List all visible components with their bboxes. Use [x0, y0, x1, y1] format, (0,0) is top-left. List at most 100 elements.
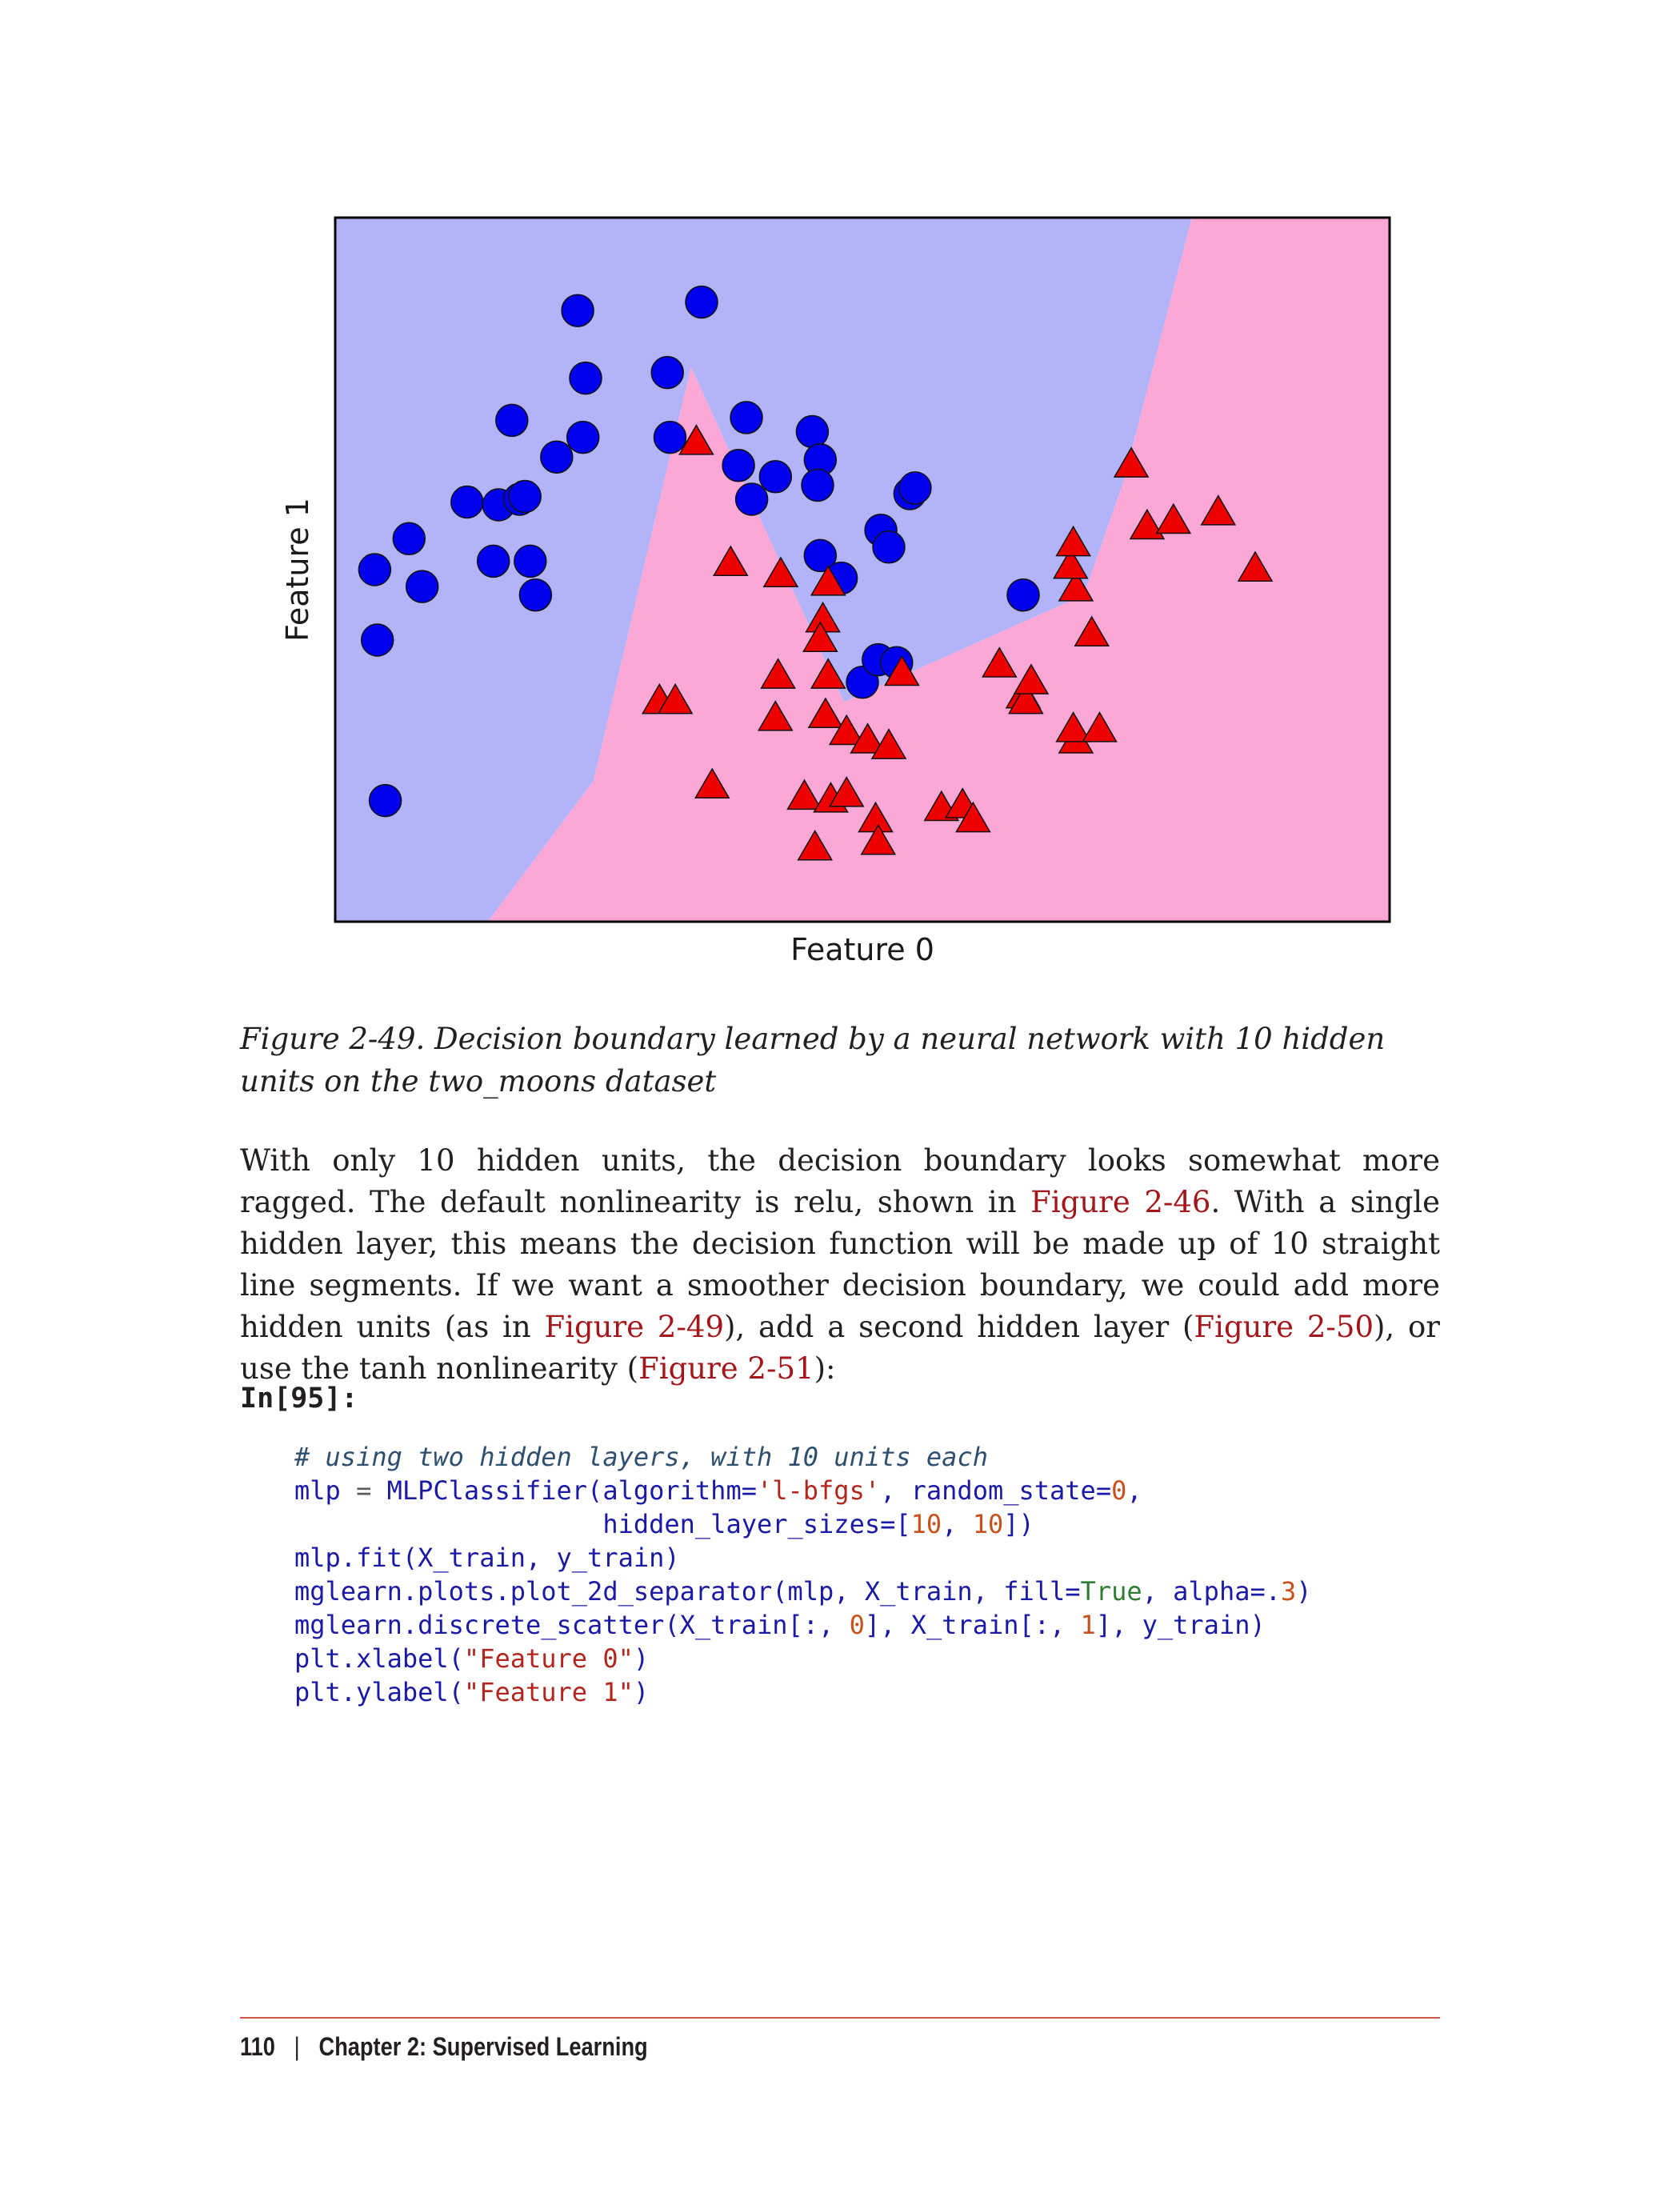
class-0-point — [518, 578, 553, 612]
code-token: ]) — [1003, 1509, 1034, 1539]
code-number: 0 — [1111, 1475, 1127, 1506]
paragraph-text: ), add a second hidden layer ( — [724, 1310, 1194, 1344]
class-0-point — [803, 538, 838, 573]
paragraph-text: ): — [814, 1351, 836, 1386]
class-1-point — [694, 767, 730, 799]
class-0-point — [392, 522, 426, 556]
class-0-point — [650, 355, 684, 390]
class-1-point — [870, 728, 907, 759]
class-0-point — [358, 553, 392, 586]
class-1-point — [1113, 446, 1150, 478]
class-1-point — [797, 830, 834, 861]
class-1-point — [762, 556, 799, 588]
class-1-point — [955, 801, 991, 833]
figure-2-50-link[interactable]: Figure 2-50 — [1194, 1310, 1374, 1344]
class-1-point — [1200, 494, 1237, 526]
code-token: ) — [1296, 1576, 1312, 1607]
code-block: # using two hidden layers, with 10 units… — [294, 1440, 1312, 1709]
code-number: 0 — [849, 1610, 865, 1640]
class-1-point — [1058, 570, 1094, 602]
class-0-point — [730, 401, 763, 434]
code-token: ], X_train[:, — [864, 1610, 1081, 1640]
class-1-point — [810, 565, 846, 596]
code-token: ) — [633, 1677, 650, 1707]
class-1-point — [1237, 550, 1274, 582]
class-1-point — [678, 424, 714, 455]
code-keyword: True — [1080, 1576, 1142, 1607]
class-1-point — [1055, 711, 1091, 742]
class-0-point — [514, 544, 547, 578]
class-1-point — [1052, 548, 1089, 579]
code-token: ], y_train) — [1095, 1610, 1266, 1640]
plot-frame — [334, 216, 1391, 923]
code-token: , — [942, 1509, 973, 1539]
class-0-point — [1006, 578, 1040, 612]
class-0-point — [540, 440, 574, 474]
class-0-point — [872, 530, 906, 564]
class-1-point — [807, 697, 844, 729]
code-token: , random_state= — [880, 1475, 1112, 1506]
class-1-point — [657, 682, 694, 714]
code-number: 10 — [910, 1509, 942, 1539]
code-string: "Feature 0" — [463, 1643, 634, 1674]
code-token: , alpha=. — [1142, 1576, 1281, 1607]
plot-area — [334, 216, 1391, 923]
class-1-point — [760, 658, 796, 689]
class-1-point — [1074, 615, 1110, 647]
code-token: ) — [633, 1643, 650, 1674]
figure-caption: Figure 2-49. Decision boundary learned b… — [240, 1022, 1386, 1098]
class-0-point — [360, 623, 394, 657]
paragraph-text: . With a single hidden layer, this means… — [240, 1185, 1440, 1344]
class-1-point — [860, 823, 897, 855]
class-0-point — [734, 482, 769, 516]
code-number: 1 — [1080, 1610, 1096, 1640]
class-0-point — [450, 485, 484, 519]
y-axis-label: Feature 1 — [280, 498, 315, 642]
class-1-point — [884, 654, 920, 686]
class-0-point — [368, 783, 402, 818]
class-1-point — [802, 621, 838, 653]
class-1-region — [488, 218, 1390, 922]
code-token: = — [340, 1475, 387, 1506]
class-0-point — [476, 544, 510, 578]
class-1-point — [786, 778, 822, 810]
class-0-point — [653, 420, 687, 454]
paragraph-text: ), or use the tanh nonlinearity ( — [240, 1310, 1440, 1386]
class-0-region — [335, 218, 1192, 922]
class-0-point — [495, 403, 529, 438]
class-1-point — [1055, 525, 1091, 557]
class-0-point — [758, 460, 793, 494]
code-token: hidden_layer_sizes=[ — [294, 1509, 911, 1539]
footer-separator: | — [294, 2032, 300, 2061]
paragraph-text: With only 10 hidden units, the decision … — [240, 1143, 1440, 1219]
code-comment: # using two hidden layers, with 10 units… — [294, 1442, 988, 1472]
class-0-point — [685, 285, 718, 319]
code-number: 10 — [972, 1509, 1004, 1539]
class-1-point — [712, 545, 749, 577]
figure-2-51-link[interactable]: Figure 2-51 — [638, 1351, 814, 1386]
code-string: "Feature 1" — [463, 1677, 634, 1707]
class-0-point — [898, 471, 932, 505]
page-number: 110 — [240, 2032, 275, 2061]
class-1-point — [1155, 502, 1192, 534]
class-1-point — [1129, 508, 1166, 540]
code-token: mlp — [294, 1475, 341, 1506]
class-1-point — [981, 646, 1018, 678]
page-footer: 110 | Chapter 2: Supervised Learning — [240, 2032, 648, 2062]
class-1-point — [1007, 682, 1044, 714]
footer-rule — [240, 2017, 1440, 2019]
code-string: 'l-bfgs' — [756, 1475, 881, 1506]
chapter-title: Chapter 2: Supervised Learning — [318, 2032, 648, 2061]
body-paragraph: With only 10 hidden units, the decision … — [240, 1140, 1440, 1390]
class-0-point — [566, 420, 600, 454]
class-1-point — [757, 700, 794, 731]
class-0-point — [795, 414, 830, 449]
class-1-point — [810, 658, 846, 689]
class-0-point — [508, 479, 542, 514]
decision-boundary-figure: Feature 0 Feature 1 — [280, 216, 1391, 967]
code-token: plt.xlabel( — [294, 1643, 464, 1674]
figure-2-49-link[interactable]: Figure 2-49 — [544, 1310, 724, 1344]
x-axis-label: Feature 0 — [790, 932, 934, 967]
class-0-point — [561, 294, 594, 327]
figure-2-46-link[interactable]: Figure 2-46 — [1030, 1185, 1211, 1219]
